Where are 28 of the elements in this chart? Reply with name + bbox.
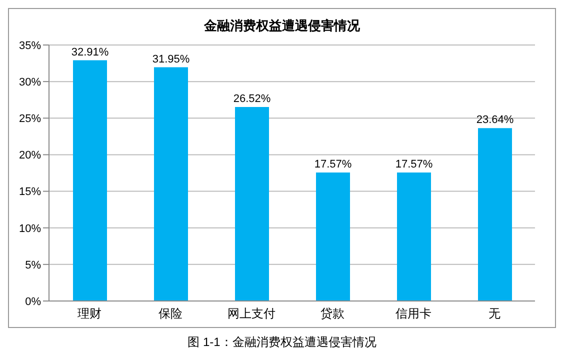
caption: 图 1-1：金融消费权益遭遇侵害情况 <box>186 334 378 351</box>
data-label: 32.91% <box>71 46 109 58</box>
x-tick-label: 保险 <box>158 306 182 321</box>
y-tick-label: 5% <box>25 259 42 272</box>
x-tick-label: 贷款 <box>320 306 344 321</box>
x-tick-label: 信用卡 <box>396 306 432 321</box>
x-tick-label: 理财 <box>78 306 102 321</box>
bar <box>316 172 350 301</box>
y-tick-label: 10% <box>18 222 42 235</box>
y-tick-label: 0% <box>25 296 42 308</box>
y-tick-label: 15% <box>18 186 42 198</box>
bar <box>73 60 107 301</box>
data-label: 31.95% <box>152 53 190 66</box>
x-tick-label: 网上支付 <box>228 306 276 321</box>
chart-title: 金融消费权益遭遇侵害情况 <box>203 17 361 35</box>
y-tick-label: 25% <box>18 113 42 126</box>
data-label: 17.57% <box>314 158 352 170</box>
y-tick-label: 30% <box>18 76 42 88</box>
y-tick-label: 20% <box>18 150 42 162</box>
x-tick-label: 无 <box>488 306 500 321</box>
bar <box>397 172 431 301</box>
bar <box>478 128 512 301</box>
bar <box>154 67 188 301</box>
bar <box>235 107 269 301</box>
data-label: 17.57% <box>395 158 433 170</box>
data-label: 26.52% <box>233 93 271 106</box>
data-label: 23.64% <box>476 114 514 126</box>
y-tick-label: 35% <box>18 40 42 52</box>
